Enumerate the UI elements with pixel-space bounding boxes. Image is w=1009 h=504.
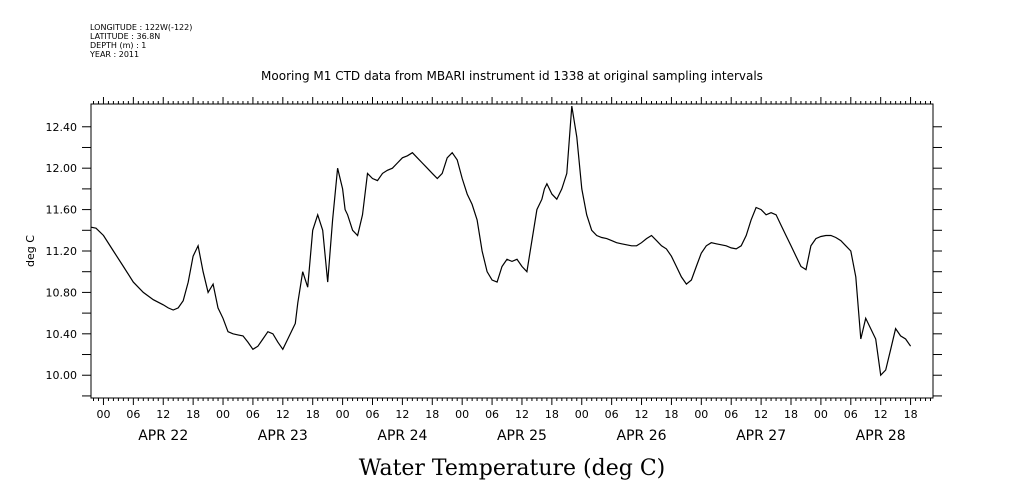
x-tick-label: 18 [186, 408, 200, 421]
x-tick-label: 06 [365, 408, 379, 421]
day-label: APR 23 [258, 428, 308, 444]
year-text: YEAR : 2011 [89, 50, 139, 59]
y-tick-label: 10.80 [46, 286, 78, 299]
footer-title: Water Temperature (deg C) [359, 456, 666, 481]
x-tick-label: 00 [575, 408, 589, 421]
y-tick-label: 10.40 [46, 328, 78, 341]
x-tick-label: 06 [126, 408, 140, 421]
x-tick-label: 00 [694, 408, 708, 421]
x-tick-label: 06 [844, 408, 858, 421]
x-tick-label: 06 [246, 408, 260, 421]
y-tick-label: 11.60 [46, 204, 78, 217]
chart-title: Mooring M1 CTD data from MBARI instrumen… [261, 69, 763, 83]
day-label: APR 27 [736, 428, 786, 444]
x-tick-label: 12 [874, 408, 888, 421]
x-tick-label: 06 [485, 408, 499, 421]
latitude-text: LATITUDE : 36.8N [90, 32, 160, 41]
series-line-water-temperature [90, 106, 912, 377]
day-labels: APR 22 APR 23 APR 24 APR 25 APR 26 APR 27 APR … [138, 428, 905, 444]
y-tick-label: 11.20 [46, 245, 78, 258]
y-tick-label: 10.00 [46, 369, 78, 382]
x-tick-label: 12 [156, 408, 170, 421]
x-tick-label: 12 [276, 408, 290, 421]
y-tick-label: 12.40 [46, 121, 78, 134]
y-tick-labels: 10.00 10.40 10.80 11.20 11.60 12.00 12.40 [46, 121, 78, 382]
x-tick-label: 18 [784, 408, 798, 421]
axis-ticks [82, 97, 942, 405]
y-tick-label: 12.00 [46, 162, 78, 175]
x-tick-label: 12 [395, 408, 409, 421]
longitude-text: LONGITUDE : 122W(-122) [90, 23, 192, 32]
x-tick-label: 18 [904, 408, 918, 421]
day-label: APR 25 [497, 428, 547, 444]
x-tick-label: 18 [664, 408, 678, 421]
x-tick-label: 18 [425, 408, 439, 421]
x-tick-label: 18 [545, 408, 559, 421]
x-tick-label: 18 [306, 408, 320, 421]
x-tick-label: 00 [336, 408, 350, 421]
x-tick-label: 12 [515, 408, 529, 421]
x-tick-label: 00 [814, 408, 828, 421]
x-tick-label: 12 [754, 408, 768, 421]
day-label: APR 22 [138, 428, 188, 444]
plot-frame [90, 103, 934, 399]
x-tick-label: 06 [724, 408, 738, 421]
x-tick-label: 12 [635, 408, 649, 421]
x-tick-label: 06 [605, 408, 619, 421]
x-tick-label: 00 [216, 408, 230, 421]
day-label: APR 24 [377, 428, 427, 444]
x-tick-label: 00 [96, 408, 110, 421]
depth-text: DEPTH (m) : 1 [90, 41, 146, 50]
metadata-block: LONGITUDE : 122W(-122) LATITUDE : 36.8N … [89, 23, 192, 59]
day-label: APR 28 [856, 428, 906, 444]
day-label: APR 26 [617, 428, 667, 444]
y-axis-label: deg C [24, 235, 37, 267]
x-tick-label: 00 [455, 408, 469, 421]
x-tick-labels: 00 06 12 18 00 06 12 18 00 06 12 18 00 06 12 18 00 06 12 18… [96, 408, 917, 421]
